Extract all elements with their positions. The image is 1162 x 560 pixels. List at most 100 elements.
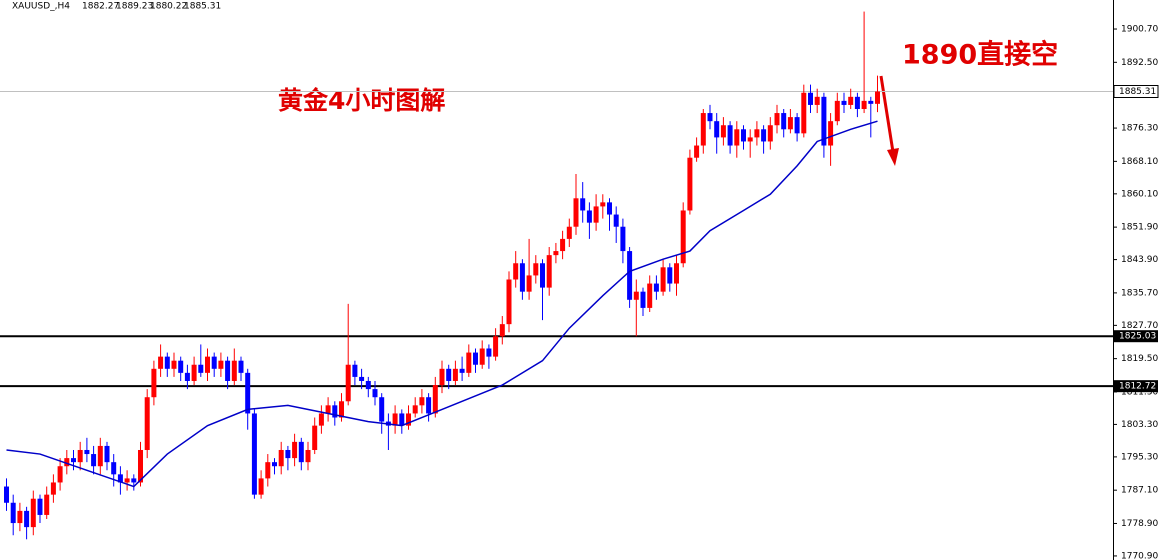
candle-body xyxy=(774,113,780,126)
candle-body xyxy=(305,449,311,463)
candle-body xyxy=(707,113,713,122)
candle-body xyxy=(4,486,9,503)
candle-body xyxy=(258,478,264,495)
y-tick-label: 1860.10 xyxy=(1121,189,1158,199)
arrow xyxy=(879,75,899,166)
candle-body xyxy=(540,263,545,288)
candle-body xyxy=(412,405,418,414)
candle-body xyxy=(117,474,123,483)
candle-body xyxy=(97,445,103,467)
candle-body xyxy=(446,368,452,381)
candle-body xyxy=(198,364,204,373)
candle-body xyxy=(875,91,880,104)
candle-body xyxy=(499,324,505,337)
candle-body xyxy=(218,360,224,369)
candle-body xyxy=(861,100,867,109)
y-tick-label: 1819.50 xyxy=(1121,354,1158,364)
candle-body xyxy=(50,482,56,495)
candle-body xyxy=(647,283,653,308)
candle-body xyxy=(272,462,277,467)
candle-body xyxy=(473,352,478,365)
candle-body xyxy=(560,238,566,252)
high: 1889.23 xyxy=(116,2,153,12)
candle-body xyxy=(727,125,733,146)
candle-body xyxy=(37,498,43,515)
candle-body xyxy=(720,125,726,138)
candle-body xyxy=(680,210,686,264)
level-label: 1812.72 xyxy=(1119,382,1156,392)
y-tick-label: 1811.30 xyxy=(1121,387,1158,397)
candle-body xyxy=(399,413,405,426)
candle-body xyxy=(158,356,164,369)
candle-body xyxy=(44,494,50,515)
candle-body xyxy=(298,441,304,463)
candle-body xyxy=(359,376,365,381)
candle-body xyxy=(841,100,847,105)
candle-body xyxy=(325,405,331,414)
candle-body xyxy=(767,125,773,142)
y-tick-label: 1868.10 xyxy=(1121,157,1158,167)
level-label: 1825.03 xyxy=(1119,332,1156,342)
candle-body xyxy=(546,255,552,288)
candle-body xyxy=(607,202,612,215)
candle-body xyxy=(345,364,351,402)
candle-body xyxy=(459,368,465,373)
candle-body xyxy=(77,449,83,463)
candle-body xyxy=(184,372,190,381)
open: 1882.27 xyxy=(82,2,119,12)
candle-body xyxy=(761,129,767,142)
y-tick-label: 1803.30 xyxy=(1121,420,1158,430)
candle-body xyxy=(526,275,532,292)
candle-body xyxy=(439,368,445,386)
y-tick-label: 1770.90 xyxy=(1121,551,1158,560)
title: 黄金4小时图解 xyxy=(278,86,445,115)
candle-body xyxy=(828,121,834,146)
candle-body xyxy=(506,279,512,325)
candle-body xyxy=(687,157,693,211)
candle-body xyxy=(533,263,539,276)
candle-body xyxy=(251,413,257,495)
candle-body xyxy=(406,413,411,426)
candle-body xyxy=(834,100,840,122)
candle-body xyxy=(620,226,626,252)
symbol: XAUUSD_,H4 xyxy=(12,2,70,12)
candle-body xyxy=(238,360,244,373)
candle-body xyxy=(379,397,385,422)
candle-body xyxy=(231,360,237,381)
candle-body xyxy=(426,397,432,414)
candle-body xyxy=(580,198,586,211)
candle-body xyxy=(573,198,579,227)
candle-body xyxy=(854,96,860,109)
candle-body xyxy=(84,449,90,455)
candle-body xyxy=(627,251,633,300)
candle-body xyxy=(131,478,137,483)
candle-body xyxy=(466,352,472,373)
candle-body xyxy=(694,145,700,158)
y-tick-label: 1795.30 xyxy=(1121,452,1158,462)
candle-body xyxy=(104,445,110,463)
y-tick-label: 1778.90 xyxy=(1121,519,1158,529)
candle-body xyxy=(178,360,184,373)
candle-body xyxy=(660,267,666,292)
candle-body xyxy=(519,263,525,292)
candle-body xyxy=(10,502,16,524)
candle-body xyxy=(493,336,499,357)
current-price-label: 1885.31 xyxy=(1119,87,1156,97)
candle-body xyxy=(600,202,606,207)
candle-body xyxy=(667,267,673,284)
candle-body xyxy=(419,397,425,406)
candle-body xyxy=(513,263,519,280)
candle-body xyxy=(714,121,720,138)
candle-body xyxy=(479,348,485,365)
candle-body xyxy=(754,129,760,138)
candle-body xyxy=(747,137,753,142)
candle-body xyxy=(339,401,344,418)
candle-body xyxy=(30,498,36,528)
candle-body xyxy=(312,425,318,450)
moving-average xyxy=(6,120,878,488)
candle-body xyxy=(111,462,117,475)
candle-body xyxy=(265,462,271,479)
